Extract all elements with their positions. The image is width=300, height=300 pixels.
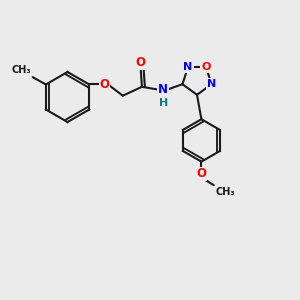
Text: CH₃: CH₃ (11, 65, 31, 75)
Text: H: H (158, 98, 168, 108)
Text: N: N (207, 79, 216, 89)
Text: O: O (196, 167, 206, 181)
Text: O: O (100, 78, 110, 91)
Text: N: N (158, 83, 168, 96)
Text: CH₃: CH₃ (215, 187, 235, 197)
Text: N: N (183, 62, 193, 72)
Text: O: O (201, 62, 211, 72)
Text: O: O (136, 56, 146, 69)
